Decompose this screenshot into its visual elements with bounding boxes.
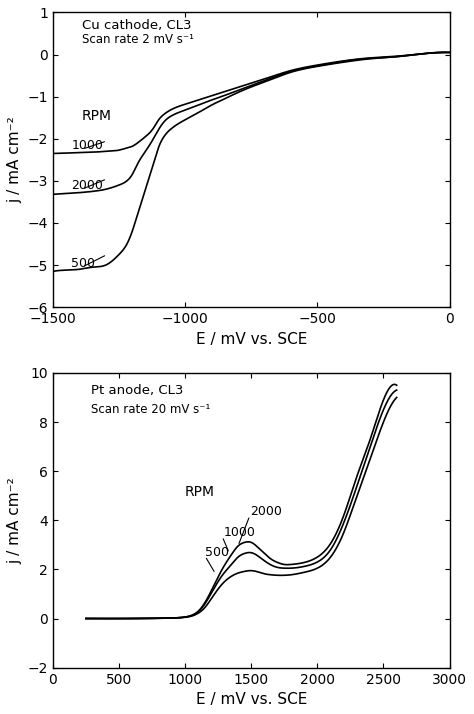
Text: 1000: 1000: [223, 526, 255, 539]
Text: Cu cathode, CL3: Cu cathode, CL3: [82, 19, 191, 32]
Text: 1000: 1000: [72, 139, 103, 152]
Text: Scan rate 20 mV s⁻¹: Scan rate 20 mV s⁻¹: [91, 403, 210, 416]
Text: Scan rate 2 mV s⁻¹: Scan rate 2 mV s⁻¹: [82, 33, 194, 46]
Text: 500: 500: [72, 257, 95, 270]
Y-axis label: j / mA cm⁻²: j / mA cm⁻²: [7, 116, 22, 203]
Y-axis label: j / mA cm⁻²: j / mA cm⁻²: [7, 477, 22, 563]
X-axis label: E / mV vs. SCE: E / mV vs. SCE: [195, 331, 307, 346]
Text: 500: 500: [205, 546, 229, 559]
Text: RPM: RPM: [82, 109, 112, 123]
X-axis label: E / mV vs. SCE: E / mV vs. SCE: [195, 692, 307, 707]
Text: RPM: RPM: [185, 485, 215, 498]
Text: Pt anode, CL3: Pt anode, CL3: [91, 384, 183, 397]
Text: 2000: 2000: [250, 506, 282, 518]
Text: 2000: 2000: [72, 179, 103, 192]
